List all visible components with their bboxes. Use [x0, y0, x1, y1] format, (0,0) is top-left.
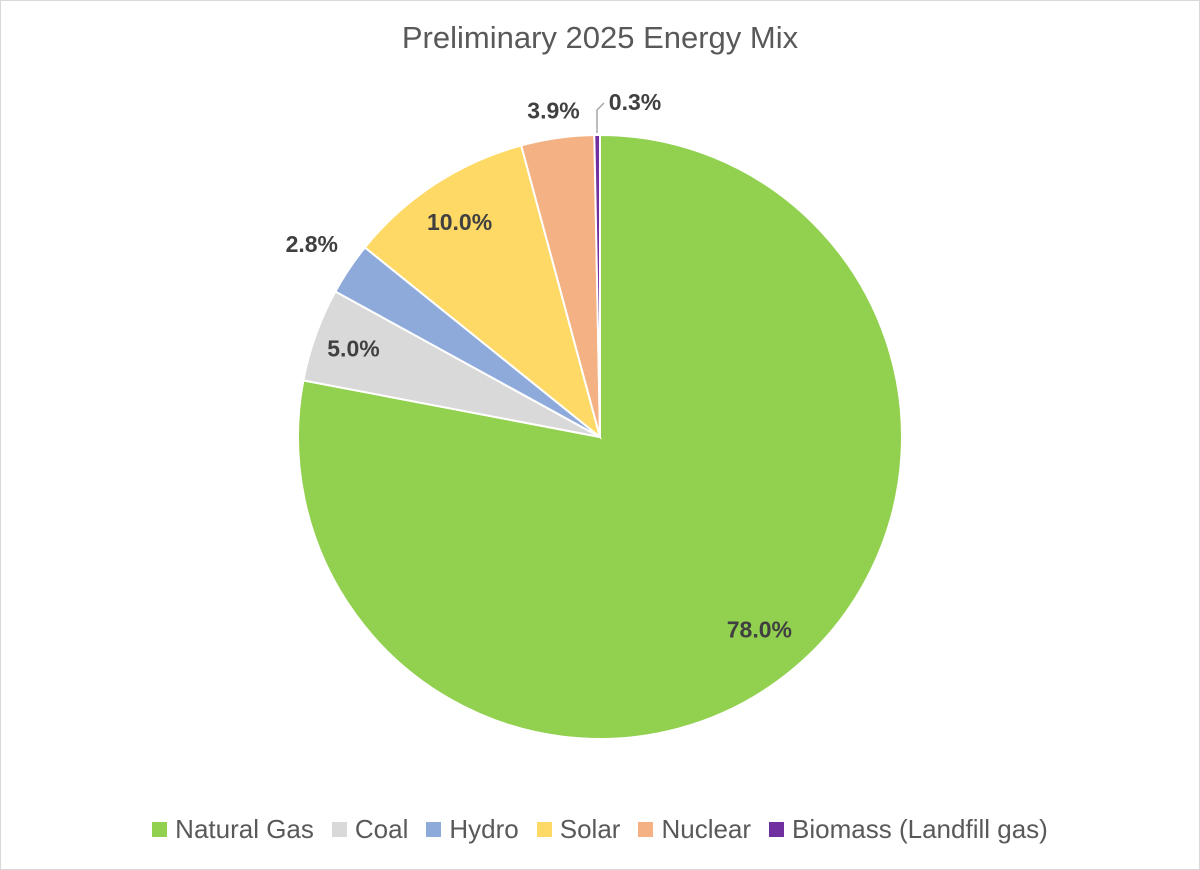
legend-label: Coal — [354, 814, 409, 844]
legend-label: Solar — [559, 814, 621, 844]
legend-swatch — [331, 822, 347, 837]
data-label: 3.9% — [527, 97, 579, 123]
legend-item: Nuclear — [638, 814, 751, 845]
chart-title: Preliminary 2025 Energy Mix — [401, 20, 799, 55]
legend-swatch — [152, 822, 168, 837]
legend-swatch — [638, 822, 654, 837]
legend-label: Nuclear — [661, 814, 752, 844]
legend-item: Coal — [331, 814, 409, 845]
legend-item: Hydro — [426, 814, 519, 845]
legend-label: Hydro — [449, 814, 519, 844]
data-label: 0.3% — [609, 89, 661, 115]
legend-swatch — [426, 822, 442, 837]
legend-item: Solar — [536, 814, 621, 845]
legend: Natural Gas Coal Hydro Solar Nuclear Biomass … — [0, 814, 1200, 845]
legend-swatch — [769, 822, 785, 837]
data-label: 10.0% — [427, 209, 492, 235]
legend-item: Natural Gas — [152, 814, 314, 845]
data-label: 78.0% — [727, 617, 792, 643]
pie-slice-solar — [363, 144, 602, 440]
data-label: 2.8% — [286, 231, 338, 257]
legend-swatch — [536, 822, 552, 837]
leader-line — [596, 102, 605, 133]
data-label: 5.0% — [327, 335, 379, 361]
legend-label: Biomass (Landfill gas) — [792, 814, 1048, 844]
legend-item: Biomass (Landfill gas) — [769, 814, 1048, 845]
legend-label: Natural Gas — [175, 814, 314, 844]
pie-slice-biomass-landfill-gas — [593, 133, 601, 438]
